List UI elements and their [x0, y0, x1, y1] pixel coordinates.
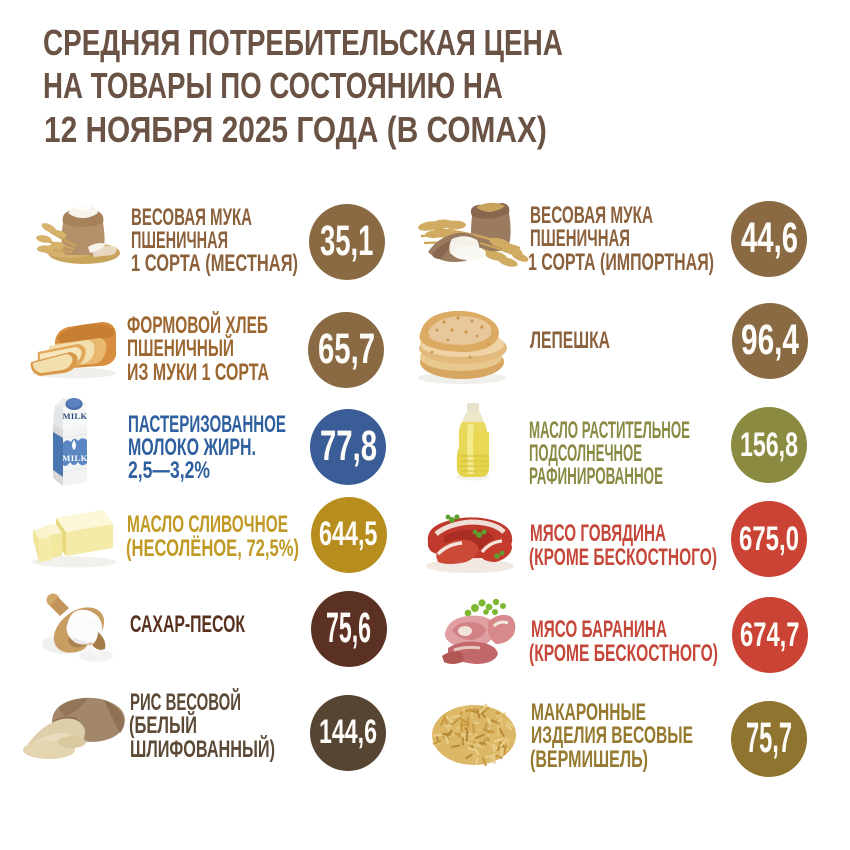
svg-text:MILK: MILK: [63, 412, 88, 421]
svg-text:MILK: MILK: [62, 453, 87, 463]
